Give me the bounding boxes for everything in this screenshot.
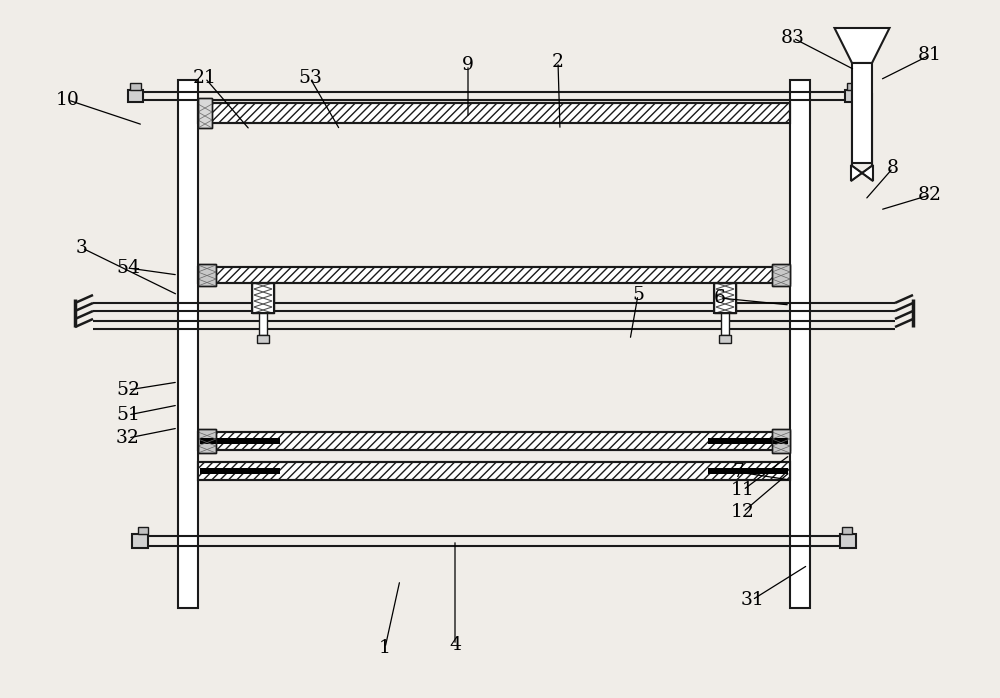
Bar — [708, 468, 788, 474]
Bar — [840, 534, 856, 548]
Bar — [198, 103, 790, 123]
Polygon shape — [851, 165, 873, 181]
Bar — [714, 283, 736, 313]
Bar — [200, 468, 280, 474]
Bar — [198, 267, 790, 283]
Bar — [252, 283, 274, 313]
Bar — [198, 429, 216, 453]
Text: 2: 2 — [552, 53, 564, 71]
Text: 4: 4 — [449, 636, 461, 654]
Bar — [721, 313, 729, 335]
Text: 52: 52 — [116, 381, 140, 399]
Text: 12: 12 — [731, 503, 755, 521]
Bar — [852, 63, 872, 163]
Text: 83: 83 — [781, 29, 805, 47]
Bar — [772, 429, 790, 453]
Bar — [198, 103, 790, 123]
Bar — [842, 527, 852, 534]
Text: 21: 21 — [193, 69, 217, 87]
Text: 54: 54 — [116, 259, 140, 277]
Text: 11: 11 — [731, 481, 755, 499]
Text: 5: 5 — [632, 286, 644, 304]
Bar — [198, 429, 216, 453]
Bar — [198, 432, 790, 450]
Text: 31: 31 — [740, 591, 764, 609]
Bar — [772, 264, 790, 286]
Bar — [130, 83, 141, 90]
Bar — [198, 264, 216, 286]
Polygon shape — [834, 28, 890, 63]
Bar — [132, 534, 148, 548]
Text: 8: 8 — [887, 159, 899, 177]
Bar — [708, 438, 788, 444]
Text: 81: 81 — [918, 46, 942, 64]
Bar — [198, 264, 216, 286]
Text: 82: 82 — [918, 186, 942, 204]
Text: 51: 51 — [116, 406, 140, 424]
Bar — [719, 335, 731, 343]
Bar — [198, 462, 790, 480]
Bar — [252, 283, 274, 313]
Bar — [178, 80, 198, 608]
Bar — [714, 283, 736, 313]
Bar — [790, 80, 810, 608]
Bar — [257, 335, 269, 343]
Bar — [198, 98, 212, 128]
Text: 9: 9 — [462, 56, 474, 74]
Text: 10: 10 — [56, 91, 80, 109]
Bar — [772, 264, 790, 286]
Bar — [198, 432, 790, 450]
Text: 32: 32 — [116, 429, 140, 447]
Bar — [847, 83, 858, 90]
Bar — [772, 429, 790, 453]
Text: 1: 1 — [379, 639, 391, 657]
Text: 7: 7 — [732, 463, 744, 481]
Bar — [138, 527, 148, 534]
Bar — [198, 98, 212, 128]
Bar — [198, 267, 790, 283]
Bar — [259, 313, 267, 335]
Text: 3: 3 — [76, 239, 88, 257]
Bar — [845, 90, 860, 102]
Bar — [200, 438, 280, 444]
Text: 6: 6 — [714, 289, 726, 307]
Bar — [128, 90, 143, 102]
Bar — [198, 462, 790, 480]
Text: 53: 53 — [298, 69, 322, 87]
